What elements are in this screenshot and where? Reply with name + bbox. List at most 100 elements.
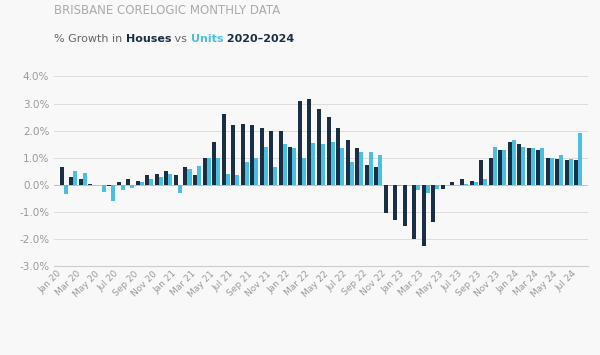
Bar bbox=[260, 128, 264, 185]
Bar bbox=[126, 180, 130, 185]
Bar bbox=[241, 124, 245, 185]
Bar bbox=[365, 165, 368, 185]
Bar bbox=[264, 147, 268, 185]
Bar bbox=[302, 158, 306, 185]
Text: 2020–2024: 2020–2024 bbox=[223, 34, 295, 44]
Bar bbox=[274, 167, 277, 185]
Bar bbox=[159, 177, 163, 185]
Bar bbox=[565, 160, 569, 185]
Bar bbox=[130, 185, 134, 187]
Bar bbox=[441, 185, 445, 189]
Bar bbox=[298, 101, 302, 185]
Bar bbox=[231, 125, 235, 185]
Bar bbox=[331, 142, 335, 185]
Bar bbox=[279, 131, 283, 185]
Bar bbox=[193, 175, 197, 185]
Bar bbox=[536, 150, 541, 185]
Bar bbox=[502, 150, 506, 185]
Bar bbox=[355, 148, 359, 185]
Bar bbox=[479, 160, 483, 185]
Bar bbox=[187, 169, 191, 185]
Bar bbox=[556, 159, 559, 185]
Bar bbox=[59, 167, 64, 185]
Bar bbox=[569, 159, 573, 185]
Bar bbox=[221, 114, 226, 185]
Bar bbox=[206, 158, 211, 185]
Bar bbox=[550, 158, 554, 185]
Bar bbox=[174, 175, 178, 185]
Bar bbox=[245, 162, 249, 185]
Bar bbox=[269, 131, 274, 185]
Bar bbox=[422, 185, 426, 246]
Bar bbox=[169, 174, 172, 185]
Bar bbox=[79, 180, 83, 185]
Bar bbox=[64, 185, 68, 195]
Bar bbox=[226, 174, 230, 185]
Text: vs: vs bbox=[171, 34, 191, 44]
Bar bbox=[403, 185, 407, 225]
Text: Houses: Houses bbox=[126, 34, 171, 44]
Bar bbox=[145, 175, 149, 185]
Bar bbox=[107, 185, 111, 186]
Bar bbox=[374, 167, 378, 185]
Bar bbox=[574, 160, 578, 185]
Bar bbox=[83, 173, 86, 185]
Bar bbox=[216, 158, 220, 185]
Bar bbox=[378, 155, 382, 185]
Bar bbox=[350, 162, 353, 185]
Bar bbox=[412, 185, 416, 239]
Bar bbox=[470, 181, 473, 185]
Bar bbox=[527, 148, 531, 185]
Bar bbox=[521, 147, 525, 185]
Bar bbox=[317, 109, 321, 185]
Bar bbox=[283, 144, 287, 185]
Bar bbox=[321, 144, 325, 185]
Bar bbox=[393, 185, 397, 220]
Bar bbox=[508, 142, 512, 185]
Bar bbox=[164, 171, 169, 185]
Bar bbox=[184, 167, 187, 185]
Bar bbox=[121, 185, 125, 190]
Text: Units: Units bbox=[191, 34, 223, 44]
Bar bbox=[254, 158, 258, 185]
Bar bbox=[140, 182, 144, 185]
Bar bbox=[436, 185, 439, 189]
Bar bbox=[117, 182, 121, 185]
Bar bbox=[517, 144, 521, 185]
Bar bbox=[397, 185, 401, 186]
Bar bbox=[136, 181, 140, 185]
Bar bbox=[368, 152, 373, 185]
Text: % Growth in: % Growth in bbox=[54, 34, 126, 44]
Text: BRISBANE CORELOGIC MONTHLY DATA: BRISBANE CORELOGIC MONTHLY DATA bbox=[54, 4, 280, 17]
Bar bbox=[498, 150, 502, 185]
Bar bbox=[250, 125, 254, 185]
Bar bbox=[464, 184, 468, 185]
Bar bbox=[73, 171, 77, 185]
Bar bbox=[512, 140, 516, 185]
Bar bbox=[111, 185, 115, 201]
Bar bbox=[155, 174, 159, 185]
Bar bbox=[359, 152, 363, 185]
Bar bbox=[546, 158, 550, 185]
Bar bbox=[340, 148, 344, 185]
Bar bbox=[149, 180, 154, 185]
Bar bbox=[426, 185, 430, 193]
Bar bbox=[336, 128, 340, 185]
Bar bbox=[346, 140, 350, 185]
Bar bbox=[488, 158, 493, 185]
Bar bbox=[88, 184, 92, 185]
Bar bbox=[235, 175, 239, 185]
Bar bbox=[292, 148, 296, 185]
Bar bbox=[559, 155, 563, 185]
Bar bbox=[197, 166, 201, 185]
Bar bbox=[416, 185, 421, 190]
Bar bbox=[178, 185, 182, 193]
Bar bbox=[541, 148, 544, 185]
Bar bbox=[203, 158, 206, 185]
Bar bbox=[388, 185, 392, 186]
Bar bbox=[311, 143, 316, 185]
Bar bbox=[69, 177, 73, 185]
Bar bbox=[483, 180, 487, 185]
Bar bbox=[101, 185, 106, 192]
Bar bbox=[460, 180, 464, 185]
